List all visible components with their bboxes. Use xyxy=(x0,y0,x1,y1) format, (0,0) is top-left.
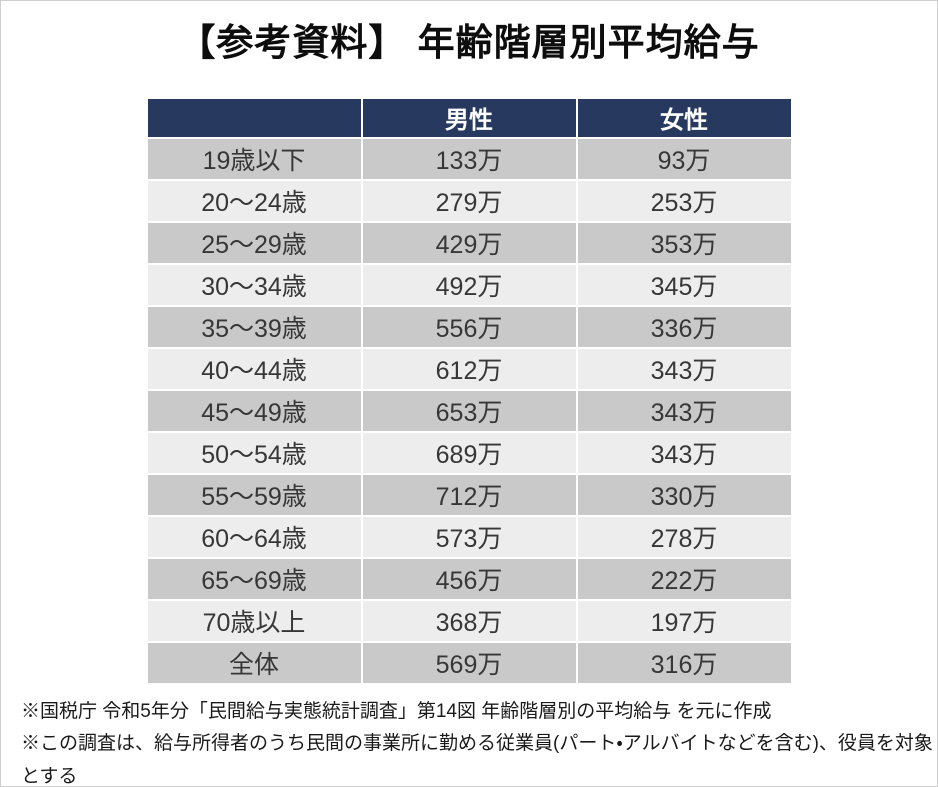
salary-table: 男性 女性 19歳以下 133万 93万 20〜24歳 279万 253万 25… xyxy=(146,97,793,685)
header-female: 女性 xyxy=(577,98,791,137)
age-cell: 全体 xyxy=(147,642,361,683)
female-value-cell: 353万 xyxy=(577,222,791,263)
male-value-cell: 133万 xyxy=(362,138,576,179)
female-value-cell: 197万 xyxy=(577,600,791,641)
male-value-cell: 368万 xyxy=(362,600,576,641)
header-male: 男性 xyxy=(362,98,576,137)
table-row: 60〜64歳 573万 278万 xyxy=(147,516,791,557)
table-row: 25〜29歳 429万 353万 xyxy=(147,222,791,263)
table-row: 65〜69歳 456万 222万 xyxy=(147,558,791,599)
table-row: 30〜34歳 492万 345万 xyxy=(147,264,791,305)
male-value-cell: 573万 xyxy=(362,516,576,557)
age-cell: 19歳以下 xyxy=(147,138,361,179)
age-cell: 50〜54歳 xyxy=(147,432,361,473)
table-row: 55〜59歳 712万 330万 xyxy=(147,474,791,515)
male-value-cell: 279万 xyxy=(362,180,576,221)
female-value-cell: 343万 xyxy=(577,390,791,431)
female-value-cell: 336万 xyxy=(577,306,791,347)
page-title: 【参考資料】 年齢階層別平均給与 xyxy=(178,22,760,63)
table-row: 20〜24歳 279万 253万 xyxy=(147,180,791,221)
female-value-cell: 93万 xyxy=(577,138,791,179)
age-cell: 20〜24歳 xyxy=(147,180,361,221)
table-header-row: 男性 女性 xyxy=(147,98,791,137)
age-cell: 70歳以上 xyxy=(147,600,361,641)
male-value-cell: 653万 xyxy=(362,390,576,431)
age-cell: 60〜64歳 xyxy=(147,516,361,557)
age-cell: 65〜69歳 xyxy=(147,558,361,599)
female-value-cell: 343万 xyxy=(577,348,791,389)
footnote-source: ※国税庁 令和5年分「民間給与実態統計調査」第14図 年齢階層別の平均給与 を元… xyxy=(21,700,772,722)
age-cell: 45〜49歳 xyxy=(147,390,361,431)
age-cell: 40〜44歳 xyxy=(147,348,361,389)
male-value-cell: 712万 xyxy=(362,474,576,515)
table-row: 50〜54歳 689万 343万 xyxy=(147,432,791,473)
table-row: 19歳以下 133万 93万 xyxy=(147,138,791,179)
male-value-cell: 556万 xyxy=(362,306,576,347)
table-row: 全体 569万 316万 xyxy=(147,642,791,683)
male-value-cell: 456万 xyxy=(362,558,576,599)
footnote-scope: ※この調査は、給与所得者のうち民間の事業所に勤める従業員(パート・アルバイトなど… xyxy=(21,733,933,787)
table-row: 35〜39歳 556万 336万 xyxy=(147,306,791,347)
female-value-cell: 345万 xyxy=(577,264,791,305)
age-cell: 25〜29歳 xyxy=(147,222,361,263)
female-value-cell: 343万 xyxy=(577,432,791,473)
age-cell: 55〜59歳 xyxy=(147,474,361,515)
female-value-cell: 278万 xyxy=(577,516,791,557)
female-value-cell: 316万 xyxy=(577,642,791,683)
table-row: 40〜44歳 612万 343万 xyxy=(147,348,791,389)
footnotes: ※国税庁 令和5年分「民間給与実態統計調査」第14図 年齢階層別の平均給与 を元… xyxy=(21,696,937,787)
header-age-blank xyxy=(147,98,361,137)
female-value-cell: 330万 xyxy=(577,474,791,515)
female-value-cell: 253万 xyxy=(577,180,791,221)
table-row: 70歳以上 368万 197万 xyxy=(147,600,791,641)
male-value-cell: 429万 xyxy=(362,222,576,263)
age-cell: 35〜39歳 xyxy=(147,306,361,347)
age-cell: 30〜34歳 xyxy=(147,264,361,305)
male-value-cell: 569万 xyxy=(362,642,576,683)
male-value-cell: 612万 xyxy=(362,348,576,389)
table-row: 45〜49歳 653万 343万 xyxy=(147,390,791,431)
male-value-cell: 689万 xyxy=(362,432,576,473)
male-value-cell: 492万 xyxy=(362,264,576,305)
female-value-cell: 222万 xyxy=(577,558,791,599)
